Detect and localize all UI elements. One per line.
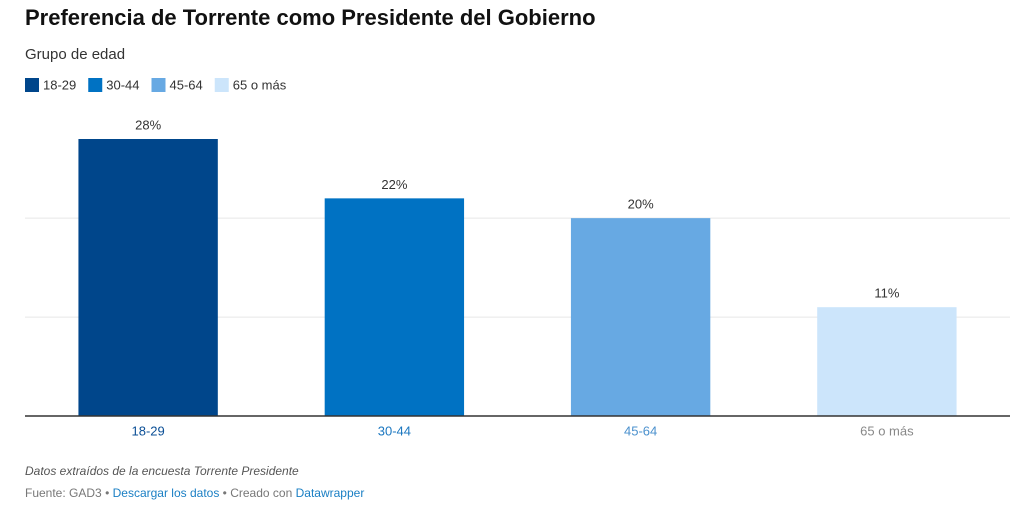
credit: Creado con (230, 486, 292, 500)
chart-subtitle: Grupo de edad (25, 46, 125, 63)
legend-swatch (88, 78, 103, 92)
source: Fuente: GAD3 (25, 486, 102, 500)
separator: • (223, 486, 227, 500)
x-tick-label: 18-29 (132, 423, 165, 438)
footer: Fuente: GAD3 • Descargar los datos • Cre… (25, 486, 364, 500)
separator: • (105, 486, 109, 500)
legend-label: 45-64 (170, 77, 203, 92)
bar (817, 307, 957, 416)
tool-link[interactable]: Datawrapper (296, 486, 365, 500)
legend-label: 65 o más (233, 77, 287, 92)
bar (570, 218, 711, 416)
legend-label: 18-29 (43, 77, 76, 92)
legend-swatch (25, 78, 39, 92)
value-label: 11% (874, 286, 899, 301)
value-label: 22% (381, 177, 407, 192)
x-tick-label: 45-64 (624, 423, 657, 438)
bar (324, 198, 465, 416)
legend-swatch (214, 78, 229, 92)
x-tick-label: 65 o más (860, 423, 914, 438)
value-label: 20% (628, 197, 654, 212)
chart-note: Datos extraídos de la encuesta Torrente … (25, 464, 299, 478)
legend-label: 30-44 (106, 77, 139, 92)
value-label: 28% (135, 117, 161, 132)
x-tick-label: 30-44 (378, 423, 411, 438)
bar (78, 139, 218, 416)
chart-title: Preferencia de Torrente como Presidente … (25, 5, 596, 30)
download-link[interactable]: Descargar los datos (113, 486, 220, 500)
legend-swatch (151, 78, 166, 92)
